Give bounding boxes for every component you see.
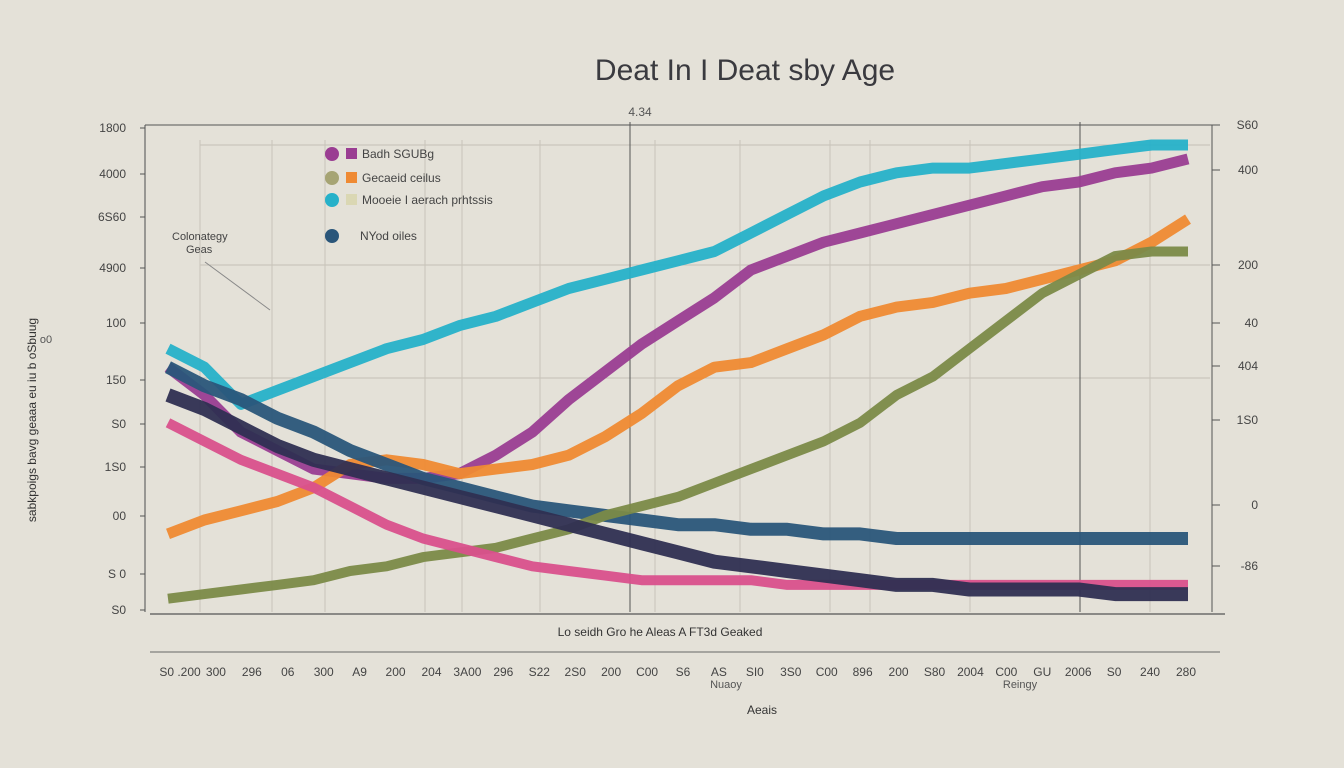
y-tick-left: 1800 — [99, 121, 126, 135]
annotation-line2: Geas — [186, 244, 213, 256]
y-tick-left: S 0 — [108, 567, 126, 581]
legend: Badh SGUBg Gecaeid ceilus Mooeie I aerach … — [325, 147, 493, 243]
legend-marker — [325, 229, 339, 243]
chart-subtitle: 4.34 — [628, 105, 652, 119]
legend-swatch — [346, 194, 357, 205]
y-tick-left: 4900 — [99, 261, 126, 275]
x-tick: 300 — [206, 665, 226, 679]
y-tick-left: S0 — [111, 417, 126, 431]
x-tick: SI0 — [746, 665, 764, 679]
y-tick-left: 00 — [113, 509, 127, 523]
legend-swatch — [346, 172, 357, 183]
x-tick: 3A00 — [453, 665, 481, 679]
y-axis-right-ticks: S60 400 200 40 404 1S0 0 -86 — [1212, 118, 1258, 573]
y-tick-left: S0 — [111, 603, 126, 617]
x-tick: A9 — [352, 665, 367, 679]
x-tick: S0 — [1107, 665, 1122, 679]
x-tick: GU — [1033, 665, 1051, 679]
y-axis-label-short: o0 — [40, 334, 52, 346]
y-tick-right: 40 — [1245, 316, 1259, 330]
annotation-line1: Colonategy — [172, 231, 228, 243]
y-tick-left: 1S0 — [105, 460, 127, 474]
annotation-leader — [204, 261, 271, 311]
x-tick: 06 — [281, 665, 295, 679]
y-tick-right: 400 — [1238, 163, 1258, 177]
x-tick: 2004 — [957, 665, 984, 679]
x-tick: S22 — [529, 665, 551, 679]
legend-label: Mooeie I aerach prhtssis — [362, 193, 493, 207]
x-axis-caption: Lo seidh Gro he Aleas A FT3d Geaked — [558, 625, 763, 639]
y-tick-right: 200 — [1238, 258, 1258, 272]
legend-label: Gecaeid ceilus — [362, 171, 441, 185]
series-line — [165, 388, 1188, 602]
y-tick-left: 4000 — [99, 167, 126, 181]
y-tick-left: 150 — [106, 373, 126, 387]
series-line — [165, 418, 1188, 590]
x-axis-ticks: S0 .200 300 296 06 300 A9 200 204 3A00 296 S22 2S0 2… — [159, 665, 1196, 679]
x-tick: S80 — [924, 665, 946, 679]
x-tick: S0 .200 — [159, 665, 201, 679]
x-tick: 296 — [493, 665, 513, 679]
axes — [144, 122, 1225, 653]
x-tick: 896 — [853, 665, 873, 679]
x-tick: C00 — [636, 665, 658, 679]
y-axis-label: sabkpoigs bavg geaaa eu iu b oSbuug — [25, 318, 39, 522]
legend-marker — [325, 147, 339, 161]
x-axis-label: Aeais — [747, 703, 777, 717]
x-tick: 300 — [314, 665, 334, 679]
x-tick: 200 — [889, 665, 909, 679]
x-tick: 204 — [421, 665, 441, 679]
x-tick: C00 — [816, 665, 838, 679]
x-tick: 200 — [601, 665, 621, 679]
x-note-1: Nuaoy — [710, 679, 742, 691]
series-line — [165, 361, 1188, 545]
x-tick: 200 — [386, 665, 406, 679]
x-tick: 3S0 — [780, 665, 802, 679]
x-tick: C00 — [995, 665, 1017, 679]
legend-marker — [325, 171, 339, 185]
series-line — [167, 246, 1188, 604]
legend-marker — [325, 193, 339, 207]
y-tick-left: 100 — [106, 316, 126, 330]
legend-swatch — [346, 148, 357, 159]
y-axis-left-ticks: 1800 4000 6S60 4900 100 150 S0 1S0 00 S 0 S0 — [98, 121, 145, 617]
x-tick: 296 — [242, 665, 262, 679]
x-note-2: Reingy — [1003, 679, 1038, 691]
y-tick-right: 404 — [1238, 359, 1258, 373]
x-tick: 2006 — [1065, 665, 1092, 679]
x-tick: AS — [711, 665, 727, 679]
x-tick: 2S0 — [565, 665, 587, 679]
legend-label: Badh SGUBg — [362, 147, 434, 161]
y-tick-right: -86 — [1241, 559, 1259, 573]
series-line — [165, 139, 1188, 410]
y-tick-right: 1S0 — [1237, 413, 1259, 427]
legend-label: NYod oiles — [360, 229, 417, 243]
chart-title: Deat In I Deat sby Age — [595, 54, 895, 87]
x-tick: 240 — [1140, 665, 1160, 679]
x-tick: 280 — [1176, 665, 1196, 679]
y-tick-left: 6S60 — [98, 210, 126, 224]
y-tick-right: S60 — [1237, 118, 1259, 132]
series-group — [164, 139, 1191, 604]
x-tick: S6 — [676, 665, 691, 679]
y-tick-right: 0 — [1251, 498, 1258, 512]
